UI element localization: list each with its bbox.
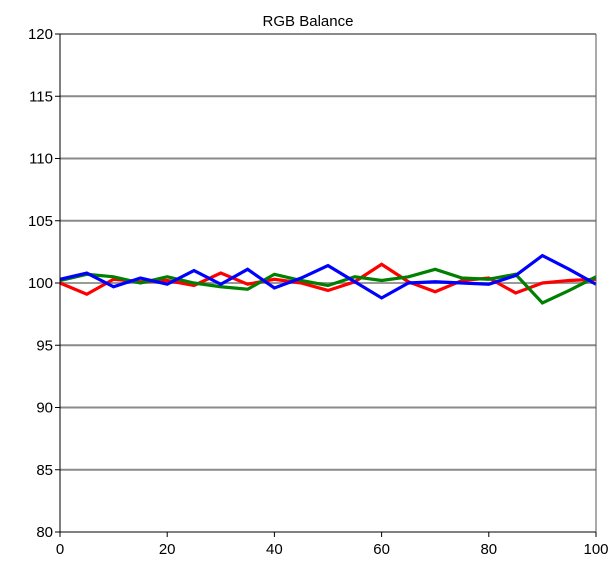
x-tick-label-40: 40 [266,541,283,558]
y-tick-label-110: 110 [29,151,53,168]
y-tick-label-120: 120 [28,26,53,43]
series-line-3 [59,253,597,300]
x-tick-label-60: 60 [373,541,390,558]
x-tick-label-80: 80 [480,541,497,558]
y-tick-label-105: 105 [28,213,53,230]
y-tick-label-85: 85 [36,462,53,479]
chart-title: RGB Balance [263,13,354,30]
x-tick-label-100: 100 [583,541,608,558]
y-tick-label-80: 80 [36,524,53,541]
y-tick-label-95: 95 [36,337,53,354]
x-tick-label-0: 0 [56,541,64,558]
x-tick-label-20: 20 [159,541,176,558]
y-tick-label-115: 115 [29,88,53,105]
y-tick-label-100: 100 [28,275,53,292]
y-tick-label-90: 90 [36,400,53,417]
